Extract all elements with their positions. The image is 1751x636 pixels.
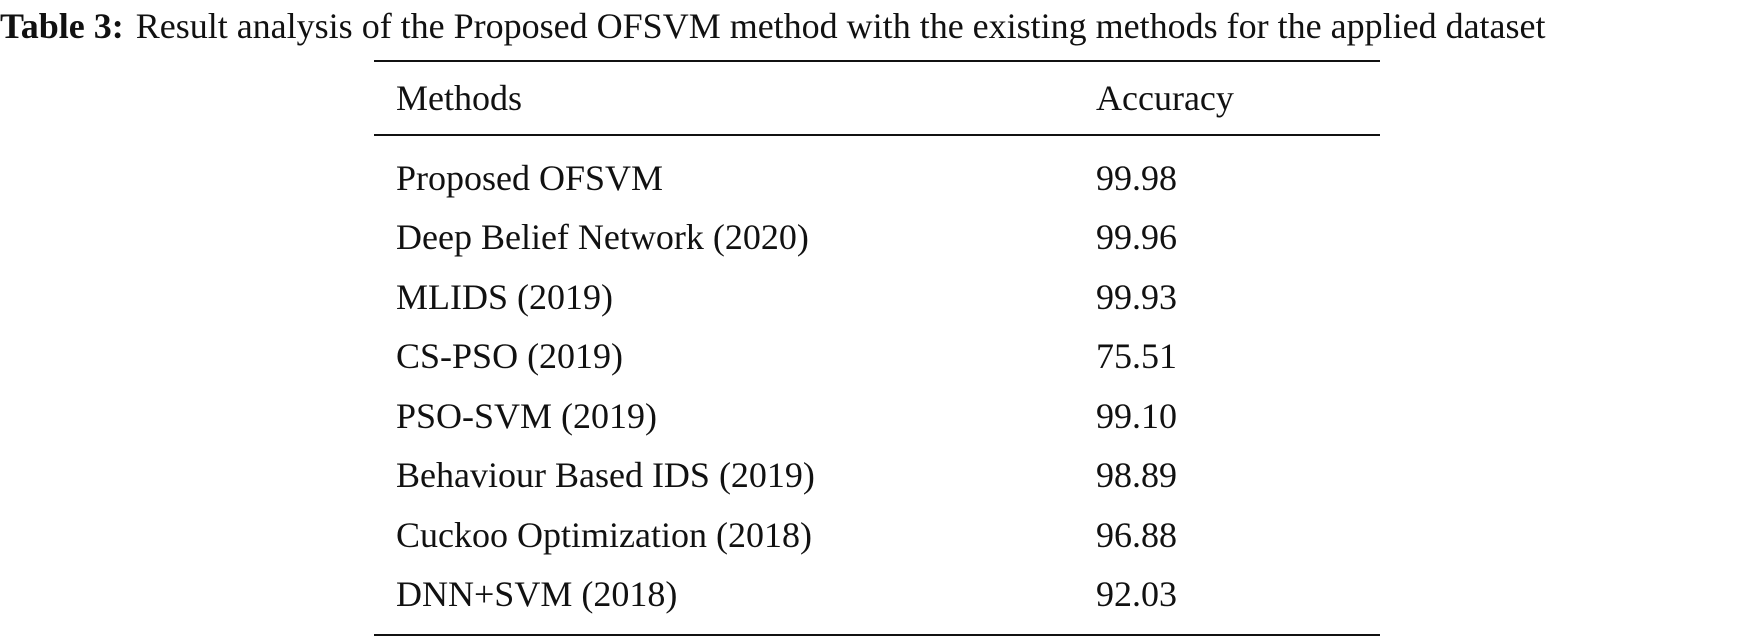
- accuracy-cell: 99.10: [1096, 395, 1177, 436]
- table-caption: Table 3: Result analysis of the Proposed …: [0, 4, 1751, 48]
- table-row: Cuckoo Optimization (2018) 96.88: [374, 505, 1380, 565]
- method-cell: Behaviour Based IDS (2019): [396, 455, 815, 496]
- results-table-container: Methods Accuracy Proposed OFSVM 99.98 De…: [374, 60, 1380, 636]
- accuracy-cell: 99.98: [1096, 157, 1177, 198]
- method-cell: Deep Belief Network (2020): [396, 217, 809, 258]
- accuracy-cell: 99.96: [1096, 217, 1177, 258]
- table-row: CS-PSO (2019) 75.51: [374, 327, 1380, 387]
- table-row: Proposed OFSVM 99.98: [374, 135, 1380, 208]
- table-caption-label: Table 3:: [0, 6, 124, 46]
- table-header-row: Methods Accuracy: [374, 61, 1380, 135]
- table-row: Behaviour Based IDS (2019) 98.89: [374, 446, 1380, 506]
- method-cell: MLIDS (2019): [396, 276, 613, 317]
- method-cell: PSO-SVM (2019): [396, 395, 658, 436]
- method-cell: CS-PSO (2019): [396, 336, 624, 377]
- table-caption-text: Result analysis of the Proposed OFSVM me…: [135, 6, 1546, 46]
- table-row: PSO-SVM (2019) 99.10: [374, 386, 1380, 446]
- method-cell: Cuckoo Optimization (2018): [396, 514, 812, 555]
- accuracy-cell: 99.93: [1096, 276, 1177, 317]
- accuracy-cell: 96.88: [1096, 514, 1177, 555]
- accuracy-cell: 92.03: [1096, 574, 1177, 615]
- method-cell: DNN+SVM (2018): [396, 574, 678, 615]
- header-methods: Methods: [396, 78, 522, 118]
- results-table: Methods Accuracy Proposed OFSVM 99.98 De…: [374, 60, 1380, 636]
- method-cell: Proposed OFSVM: [396, 157, 664, 198]
- header-accuracy: Accuracy: [1096, 78, 1234, 118]
- table-row: Deep Belief Network (2020) 99.96: [374, 208, 1380, 268]
- table-row: DNN+SVM (2018) 92.03: [374, 565, 1380, 635]
- table-row: MLIDS (2019) 99.93: [374, 267, 1380, 327]
- accuracy-cell: 98.89: [1096, 455, 1177, 496]
- accuracy-cell: 75.51: [1096, 336, 1177, 377]
